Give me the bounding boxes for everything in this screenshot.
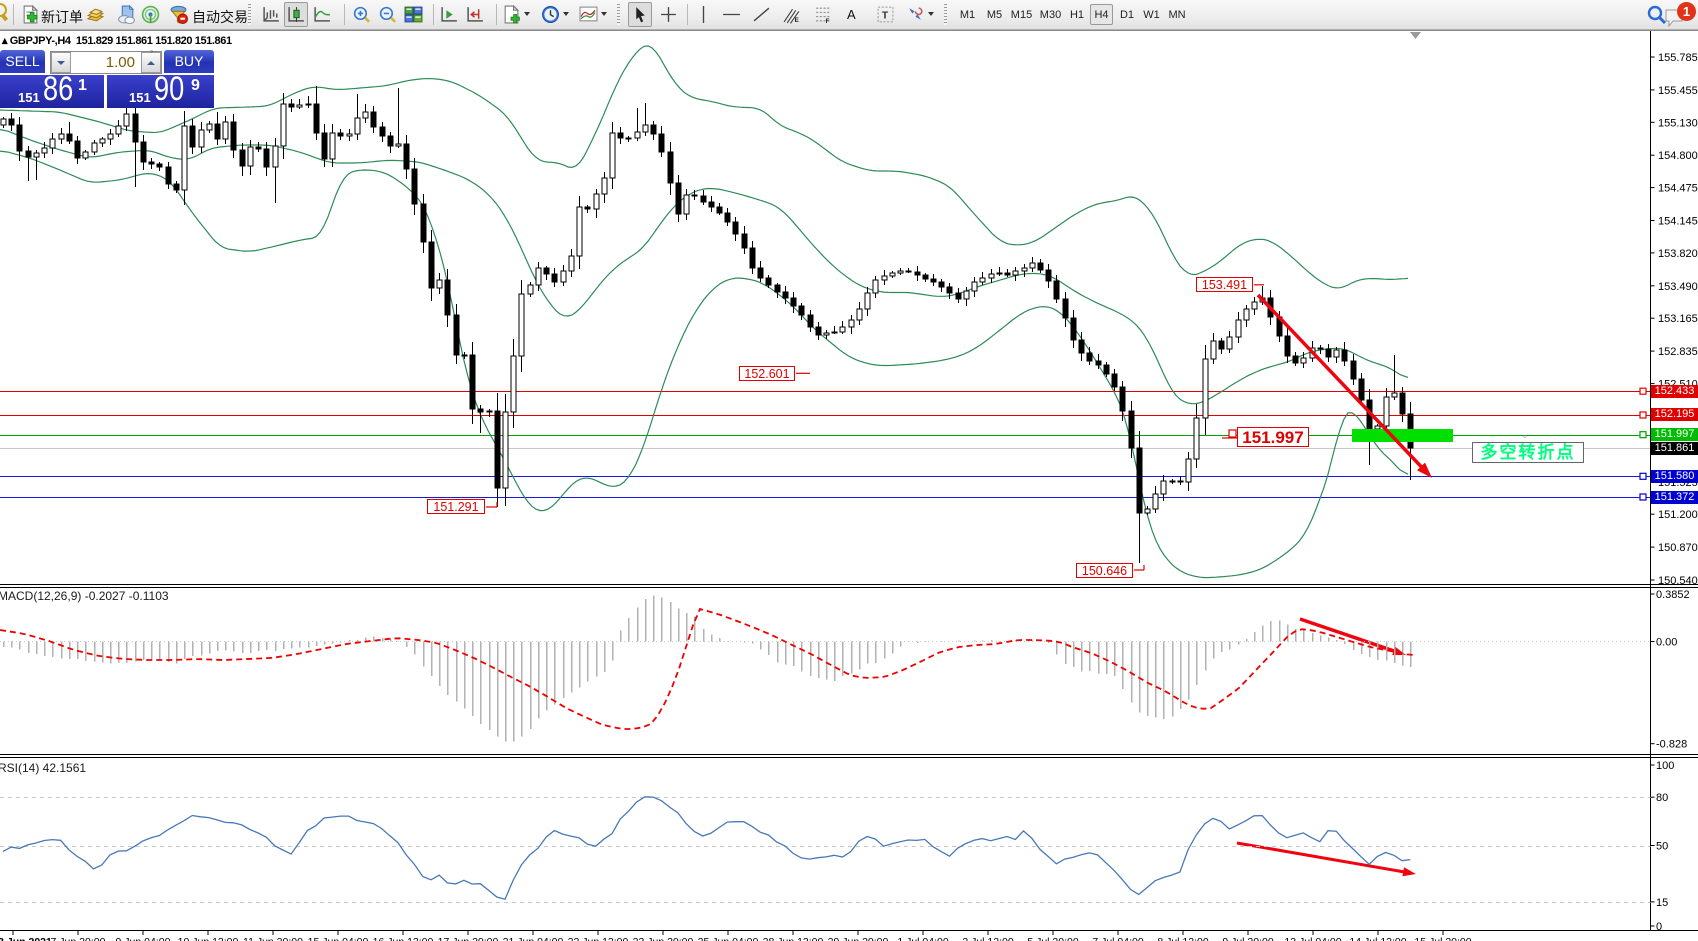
svg-text:7 Jul 04:00: 7 Jul 04:00 bbox=[1092, 936, 1144, 941]
svg-text:-0.828: -0.828 bbox=[1656, 739, 1687, 751]
svg-text:0.3852: 0.3852 bbox=[1656, 589, 1690, 601]
svg-text:8 Jul 12:00: 8 Jul 12:00 bbox=[1157, 936, 1209, 941]
svg-text:E: E bbox=[795, 17, 799, 24]
svg-text:3 Jun 2021: 3 Jun 2021 bbox=[0, 936, 52, 941]
svg-text:150.540: 150.540 bbox=[1658, 575, 1698, 587]
svg-text:13 Jul 04:00: 13 Jul 04:00 bbox=[1284, 936, 1341, 941]
svg-text:15 Jul 20:00: 15 Jul 20:00 bbox=[1414, 936, 1471, 941]
svg-text:155.785: 155.785 bbox=[1658, 52, 1698, 64]
svg-text:28 Jun 12:00: 28 Jun 12:00 bbox=[763, 936, 824, 941]
svg-text:50: 50 bbox=[1656, 841, 1668, 853]
svg-text:T: T bbox=[882, 10, 889, 22]
svg-text:29 Jun 20:00: 29 Jun 20:00 bbox=[828, 936, 889, 941]
svg-text:154.800: 154.800 bbox=[1658, 150, 1698, 162]
svg-text:150.870: 150.870 bbox=[1658, 542, 1698, 554]
svg-text:15: 15 bbox=[1656, 897, 1668, 909]
svg-text:10 Jun 12:00: 10 Jun 12:00 bbox=[178, 936, 239, 941]
svg-text:153.820: 153.820 bbox=[1658, 248, 1698, 260]
svg-text:155.455: 155.455 bbox=[1658, 85, 1698, 97]
svg-text:9 Jul 20:00: 9 Jul 20:00 bbox=[1222, 936, 1274, 941]
svg-text:9 Jun 04:00: 9 Jun 04:00 bbox=[116, 936, 171, 941]
svg-text:155.130: 155.130 bbox=[1658, 117, 1698, 129]
svg-text:0: 0 bbox=[1656, 921, 1662, 933]
svg-text:152.835: 152.835 bbox=[1658, 346, 1698, 358]
svg-text:17 Jun 20:00: 17 Jun 20:00 bbox=[438, 936, 499, 941]
svg-text:154.145: 154.145 bbox=[1658, 216, 1698, 228]
svg-text:80: 80 bbox=[1656, 792, 1668, 804]
svg-text:0.00: 0.00 bbox=[1656, 637, 1677, 649]
svg-text:1 Jul 04:00: 1 Jul 04:00 bbox=[897, 936, 949, 941]
svg-text:RSI(14) 42.1561: RSI(14) 42.1561 bbox=[0, 761, 86, 775]
svg-text:7 Jun 20:00: 7 Jun 20:00 bbox=[51, 936, 106, 941]
svg-text:21 Jun 04:00: 21 Jun 04:00 bbox=[503, 936, 564, 941]
svg-text:153.165: 153.165 bbox=[1658, 313, 1698, 325]
svg-text:11 Jun 20:00: 11 Jun 20:00 bbox=[243, 936, 303, 941]
svg-text:151.200: 151.200 bbox=[1658, 509, 1698, 521]
svg-text:14 Jul 12:00: 14 Jul 12:00 bbox=[1349, 936, 1406, 941]
svg-text:23 Jun 20:00: 23 Jun 20:00 bbox=[633, 936, 694, 941]
svg-text:25 Jun 04:00: 25 Jun 04:00 bbox=[698, 936, 759, 941]
svg-text:154.475: 154.475 bbox=[1658, 183, 1698, 195]
svg-text:22 Jun 12:00: 22 Jun 12:00 bbox=[568, 936, 629, 941]
svg-text:2 Jul 12:00: 2 Jul 12:00 bbox=[962, 936, 1014, 941]
svg-text:F: F bbox=[826, 18, 830, 24]
svg-text:153.490: 153.490 bbox=[1658, 281, 1698, 293]
svg-text:5 Jul 20:00: 5 Jul 20:00 bbox=[1027, 936, 1079, 941]
svg-text:MACD(12,26,9) -0.2027 -0.1103: MACD(12,26,9) -0.2027 -0.1103 bbox=[0, 589, 169, 603]
svg-text:100: 100 bbox=[1656, 760, 1674, 772]
svg-text:16 Jun 12:00: 16 Jun 12:00 bbox=[373, 936, 434, 941]
svg-text:15 Jun 04:00: 15 Jun 04:00 bbox=[308, 936, 369, 941]
